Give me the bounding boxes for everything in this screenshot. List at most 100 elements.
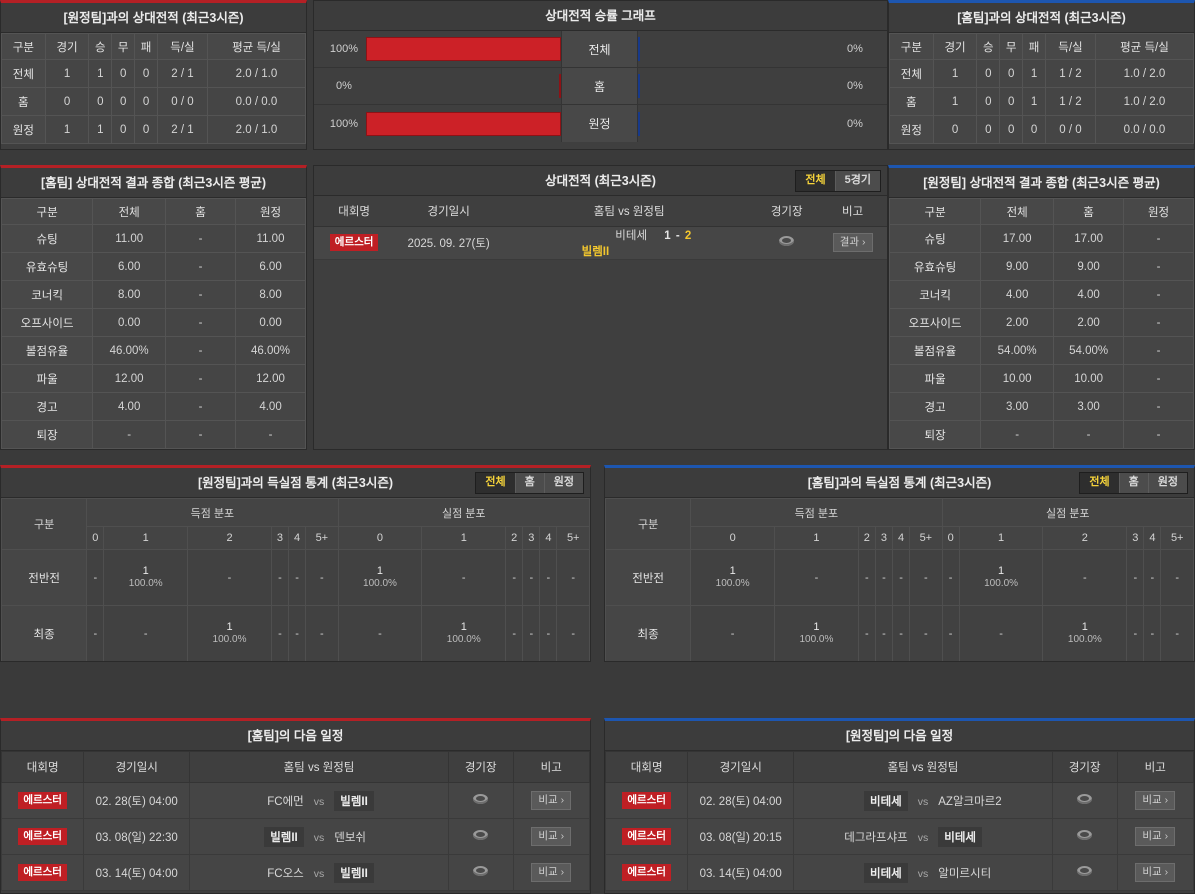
cell: - xyxy=(165,364,237,393)
toggle-home[interactable]: 홈 xyxy=(514,473,544,493)
away-team-name: 덴보쉬 xyxy=(334,831,366,844)
cell-scored: - xyxy=(874,549,894,606)
toggle-all[interactable]: 전체 xyxy=(1080,473,1119,493)
col-teams: 홈팀 vs 원정팀 xyxy=(189,751,449,783)
stadium-icon[interactable] xyxy=(473,793,489,805)
toggle-away[interactable]: 원정 xyxy=(1147,473,1187,493)
stadium-icon[interactable] xyxy=(1077,829,1093,841)
panel-home-goal-distribution: [홈팀]과의 득실점 통계 (최근3시즌) 전체 홈 원정 구분 득점 분포 실… xyxy=(604,465,1195,662)
toggle-all[interactable]: 전체 xyxy=(476,473,515,493)
bucket-conceded-2: 2 xyxy=(1042,526,1128,550)
compare-button[interactable]: 비교 › xyxy=(1135,791,1176,810)
cell-teams: 빌렘II vs 덴보쉬 xyxy=(189,818,449,855)
toggle-away[interactable]: 원정 xyxy=(543,473,583,493)
cell: - xyxy=(1053,420,1125,449)
compare-button[interactable]: 비교 › xyxy=(531,827,572,846)
cell-league: 에르스터 xyxy=(605,854,689,891)
home-schedule-table: 대회명 경기일시 홈팀 vs 원정팀 경기장 비고 에르스터 02. 28(토) … xyxy=(1,751,590,891)
stadium-icon[interactable] xyxy=(473,829,489,841)
cell: 2.0 / 1.0 xyxy=(206,59,306,88)
toggle-home[interactable]: 홈 xyxy=(1118,473,1148,493)
home-team-slot: 빌렘II xyxy=(194,826,304,847)
league-badge[interactable]: 에르스터 xyxy=(18,792,67,809)
result-button[interactable]: 결과 › xyxy=(832,233,873,252)
cell: - xyxy=(1123,336,1194,365)
compare-button[interactable]: 비교 › xyxy=(531,863,572,882)
score-dash: - xyxy=(675,229,685,242)
stadium-icon[interactable] xyxy=(473,865,489,877)
table-row[interactable]: 에르스터 02. 28(토) 04:00 비테세 vs AZ알크마르2 비교 › xyxy=(605,782,1194,819)
cell-conceded: - xyxy=(958,605,1044,661)
cell-teams: 비테세 vs 알미르시티 xyxy=(793,854,1053,891)
winrate-right: 0% xyxy=(638,68,887,104)
panel-title: [원정팀] 상대전적 결과 종합 (최근3시즌 평균) xyxy=(889,168,1194,198)
cell: 10.00 xyxy=(980,364,1055,393)
league-badge[interactable]: 에르스터 xyxy=(622,828,671,845)
bucket-scored-1: 1 xyxy=(103,526,189,550)
cell: - xyxy=(165,224,237,253)
cell-conceded: - xyxy=(505,549,524,606)
cell: - xyxy=(235,420,306,449)
cell: 12.00 xyxy=(92,364,167,393)
table-row[interactable]: 에르스터 02. 28(토) 04:00 FC에먼 vs 빌렘II 비교 › xyxy=(1,782,590,819)
cell-league: 에르스터 xyxy=(1,782,85,819)
cell-conceded: - xyxy=(539,605,558,661)
league-badge[interactable]: 에르스터 xyxy=(622,792,671,809)
league-badge[interactable]: 에르스터 xyxy=(18,864,67,881)
cell: 0 xyxy=(134,87,158,116)
cell: 8.00 xyxy=(92,280,167,309)
home-team-name: 비테세 xyxy=(864,862,908,883)
col-teams: 홈팀 vs 원정팀 xyxy=(503,196,756,227)
winrate-right-pct: 0% xyxy=(847,80,863,92)
cell: 2.00 xyxy=(1053,308,1125,337)
cell: - xyxy=(1123,308,1194,337)
league-badge[interactable]: 에르스터 xyxy=(622,864,671,881)
stadium-icon[interactable] xyxy=(1077,865,1093,877)
table-row: 원정 0 0 0 0 0 / 0 0.0 / 0.0 xyxy=(889,115,1194,144)
league-badge[interactable]: 에르스터 xyxy=(329,234,379,251)
compare-button[interactable]: 비교 › xyxy=(531,791,572,810)
winrate-row-label: 전체 xyxy=(561,31,638,67)
away-stat-body: 슈팅 17.00 17.00 - 유효슈팅 9.00 9.00 - 코너킥 4.… xyxy=(889,224,1194,449)
dist-percent: 100.0% xyxy=(715,578,750,589)
away-schedule-table: 대회명 경기일시 홈팀 vs 원정팀 경기장 비고 에르스터 02. 28(토) … xyxy=(605,751,1194,891)
panel-away-goal-distribution: [원정팀]과의 득실점 통계 (최근3시즌) 전체 홈 원정 구분 득점 분포 … xyxy=(0,465,591,662)
table-row: 코너킥 4.00 4.00 - xyxy=(889,280,1194,309)
toggle-all[interactable]: 전체 xyxy=(796,171,835,191)
col-gubun: 구분 xyxy=(889,33,934,60)
cell-conceded: - xyxy=(539,549,558,606)
row-label: 경고 xyxy=(889,392,982,421)
row-label: 전체 xyxy=(1,59,46,88)
table-row[interactable]: 에르스터 03. 08(일) 20:15 데그라프샤프 vs 비테세 비교 › xyxy=(605,818,1194,855)
cell: 0 xyxy=(976,59,1001,88)
winrate-right-pct: 0% xyxy=(847,43,863,55)
toggle-last5[interactable]: 5경기 xyxy=(834,171,880,191)
cell-note: 비교 › xyxy=(1116,818,1194,855)
stadium-icon[interactable] xyxy=(1077,793,1093,805)
cell-stadium xyxy=(447,854,514,891)
compare-button[interactable]: 비교 › xyxy=(1135,827,1176,846)
dist-count: 1 xyxy=(226,621,233,633)
away-dist-toggles[interactable]: 전체 홈 원정 xyxy=(475,472,584,494)
home-dist-toggles[interactable]: 전체 홈 원정 xyxy=(1079,472,1188,494)
home-team-slot: FC에먼 xyxy=(194,793,304,809)
table-row[interactable]: 에르스터 2025. 09. 27(토) 비테세 1 - 2 빌렘II xyxy=(314,226,887,260)
table-row[interactable]: 에르스터 03. 08(일) 22:30 빌렘II vs 덴보쉬 비교 › xyxy=(1,818,590,855)
stadium-icon[interactable] xyxy=(779,235,795,247)
table-row[interactable]: 에르스터 03. 14(토) 04:00 FC오스 vs 빌렘II 비교 › xyxy=(1,854,590,891)
h2h-range-toggles[interactable]: 전체 5경기 xyxy=(795,170,881,192)
compare-button[interactable]: 비교 › xyxy=(1135,863,1176,882)
col-loss: 패 xyxy=(1022,33,1046,60)
panel-home-h2h: [홈팀]과의 상대전적 (최근3시즌) 구분 경기 승 무 패 득/실 평균 득… xyxy=(888,0,1195,150)
home-h2h-table: 구분 경기 승 무 패 득/실 평균 득/실 전체 1 0 0 1 1 / 2 … xyxy=(889,33,1194,144)
cell-teams: FC오스 vs 빌렘II xyxy=(189,854,449,891)
bucket-conceded-1: 1 xyxy=(958,526,1044,550)
league-badge[interactable]: 에르스터 xyxy=(18,828,67,845)
cell-scored: - xyxy=(103,605,189,661)
table-row[interactable]: 에르스터 03. 14(토) 04:00 비테세 vs 알미르시티 비교 › xyxy=(605,854,1194,891)
group-scored: 득점 분포 xyxy=(86,498,339,527)
row-label: 코너킥 xyxy=(1,280,94,309)
bucket-conceded-4: 4 xyxy=(539,526,558,550)
cell: - xyxy=(1123,364,1194,393)
col-home: 홈 xyxy=(165,198,237,225)
